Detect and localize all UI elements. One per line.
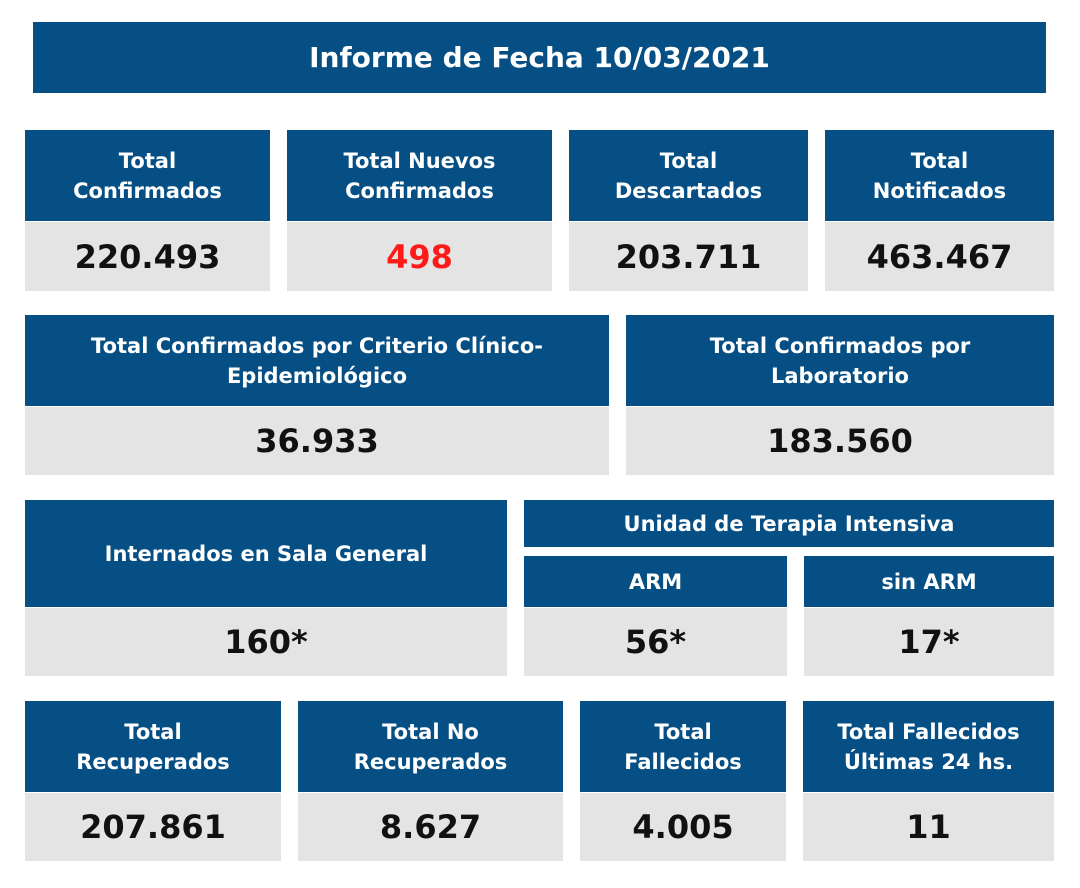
card-value: 220.493 [25, 222, 270, 291]
card-label: Total No Recuperados [298, 701, 563, 792]
report-title: Informe de Fecha 10/03/2021 [33, 22, 1046, 93]
card-value: 160* [25, 608, 507, 676]
card-value: 56* [524, 608, 787, 676]
card-value: 36.933 [25, 407, 609, 475]
card-label: Total Nuevos Confirmados [287, 130, 552, 221]
card-label: ARM [524, 556, 787, 607]
card-label: Total Confirmados [25, 130, 270, 221]
card-value: 4.005 [580, 793, 786, 861]
card-value: 11 [803, 793, 1054, 861]
card-label: Total Fallecidos Últimas 24 hs. [803, 701, 1054, 792]
card-total-notificados: Total Notificados 463.467 [825, 130, 1054, 291]
card-fallecidos-ultimas-24hs: Total Fallecidos Últimas 24 hs. 11 [803, 701, 1054, 861]
card-value: 463.467 [825, 222, 1054, 291]
card-value: 498 [287, 222, 552, 291]
card-total-fallecidos: Total Fallecidos 4.005 [580, 701, 786, 861]
card-label: Total Confirmados por Criterio Clínico- … [25, 315, 609, 406]
card-internados-sala-general: Internados en Sala General 160* [25, 500, 507, 676]
card-label: Total Confirmados por Laboratorio [626, 315, 1054, 406]
card-confirmados-laboratorio: Total Confirmados por Laboratorio 183.56… [626, 315, 1054, 475]
card-value: 8.627 [298, 793, 563, 861]
card-value: 17* [804, 608, 1054, 676]
card-confirmados-criterio-clinico: Total Confirmados por Criterio Clínico- … [25, 315, 609, 475]
card-total-no-recuperados: Total No Recuperados 8.627 [298, 701, 563, 861]
card-label: sin ARM [804, 556, 1054, 607]
card-label: Total Recuperados [25, 701, 281, 792]
card-uti-sin-arm: sin ARM 17* [804, 556, 1054, 676]
card-value: 203.711 [569, 222, 808, 291]
card-label: Total Descartados [569, 130, 808, 221]
card-uti-arm: ARM 56* [524, 556, 787, 676]
card-label: Internados en Sala General [25, 500, 507, 607]
card-total-confirmados: Total Confirmados 220.493 [25, 130, 270, 291]
uti-header: Unidad de Terapia Intensiva [524, 500, 1054, 547]
card-total-descartados: Total Descartados 203.711 [569, 130, 808, 291]
card-label: Total Fallecidos [580, 701, 786, 792]
card-value: 183.560 [626, 407, 1054, 475]
card-total-nuevos-confirmados: Total Nuevos Confirmados 498 [287, 130, 552, 291]
card-label: Total Notificados [825, 130, 1054, 221]
card-total-recuperados: Total Recuperados 207.861 [25, 701, 281, 861]
card-value: 207.861 [25, 793, 281, 861]
